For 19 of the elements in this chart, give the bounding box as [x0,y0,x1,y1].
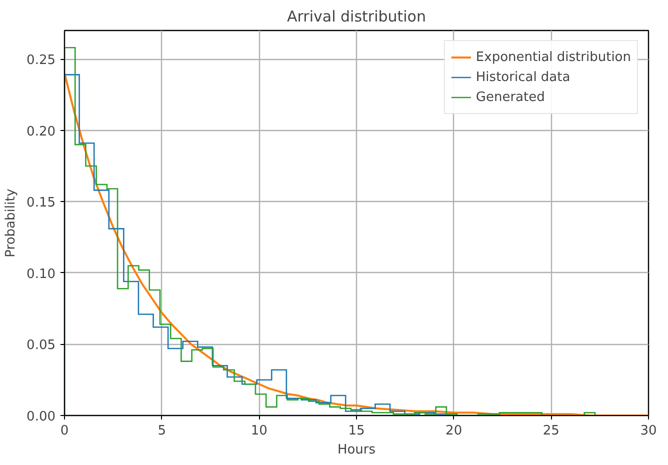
x-tick-label: 25 [542,424,560,438]
x-tick-label: 15 [348,424,365,438]
y-tick-label: 0.15 [26,196,56,211]
y-tick-label: 0.00 [26,410,56,424]
x-tick-label: 5 [158,424,166,438]
y-axis-title: Probability [4,188,19,258]
chart-title: Arrival distribution [287,8,426,26]
y-tick-label: 0.25 [26,53,56,68]
y-tick-label: 0.10 [26,266,56,282]
x-tick-label: 0 [60,424,69,438]
legend-label: Exponential distribution [476,50,631,64]
y-tick-label: 0.20 [26,124,56,140]
x-tick-label: 20 [446,424,462,438]
y-tick-label: 0.05 [26,338,56,354]
x-tick-label: 10 [250,424,268,438]
legend-label: Generated [476,90,545,104]
x-axis-title: Hours [337,442,376,458]
x-tick-label: 30 [640,424,657,438]
legend-label: Historical data [476,70,570,84]
